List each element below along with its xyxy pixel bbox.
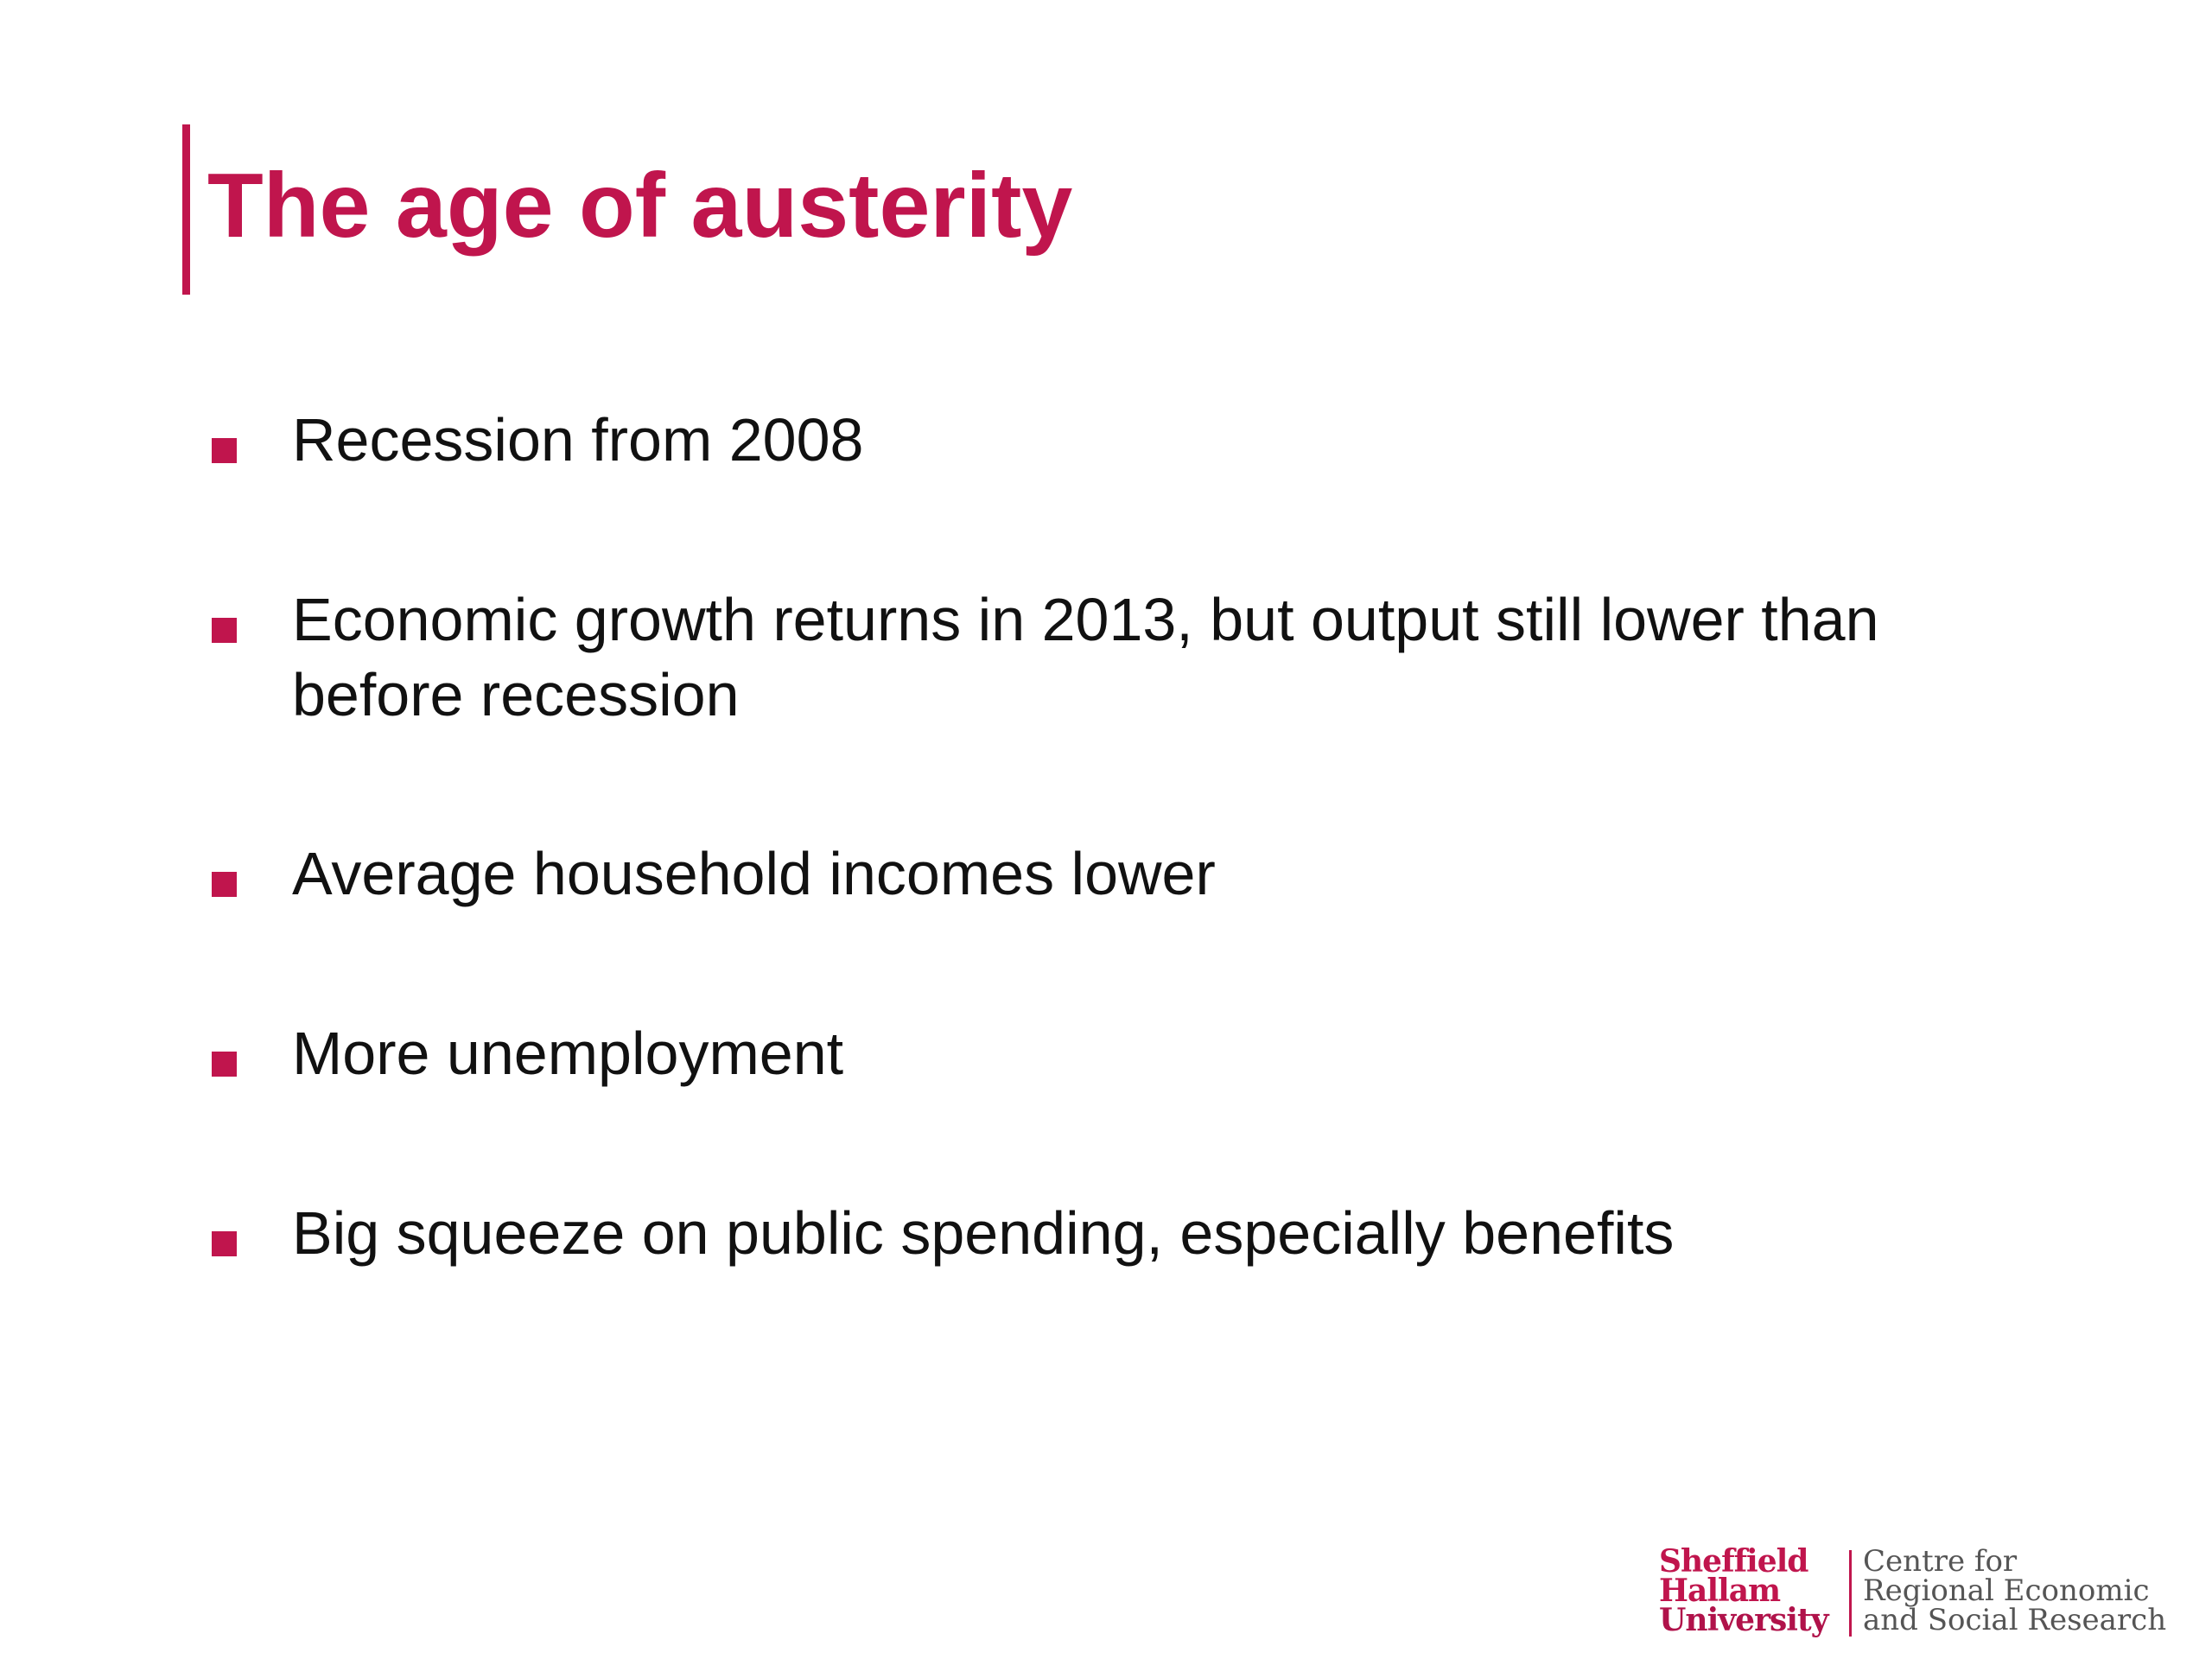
bullet-square-icon [212, 618, 237, 643]
bullet-text: More unemployment [292, 1020, 844, 1087]
centre-name-line: and Social Research [1863, 1603, 2167, 1637]
title-accent-bar [182, 124, 190, 295]
bullet-text: Recession from 2008 [292, 406, 864, 474]
bullet-text: Economic growth returns in 2013, but out… [292, 586, 1879, 728]
centre-name-line: Centre for [1863, 1544, 2018, 1579]
bullet-text: Big squeeze on public spending, especial… [292, 1199, 1675, 1267]
bullet-square-icon [212, 1052, 237, 1077]
logo-divider [1849, 1550, 1852, 1637]
centre-name-line: Regional Economic [1863, 1573, 2150, 1608]
bullet-text: Average household incomes lower [292, 840, 1216, 907]
university-wordmark: Sheffield Hallam University [1659, 1543, 1829, 1638]
institution-logo: Sheffield Hallam University Centre for R… [1659, 1543, 2166, 1650]
slide-title: The age of austerity [207, 155, 1073, 257]
bullet-square-icon [212, 1231, 237, 1256]
university-wordmark-line: Sheffield [1659, 1543, 1808, 1580]
bullet-square-icon [212, 872, 237, 897]
bullet-square-icon [212, 438, 237, 463]
university-wordmark-line: University [1659, 1602, 1829, 1638]
centre-name: Centre for Regional Economic and Social … [1863, 1547, 2166, 1635]
university-wordmark-line: Hallam [1659, 1573, 1781, 1609]
